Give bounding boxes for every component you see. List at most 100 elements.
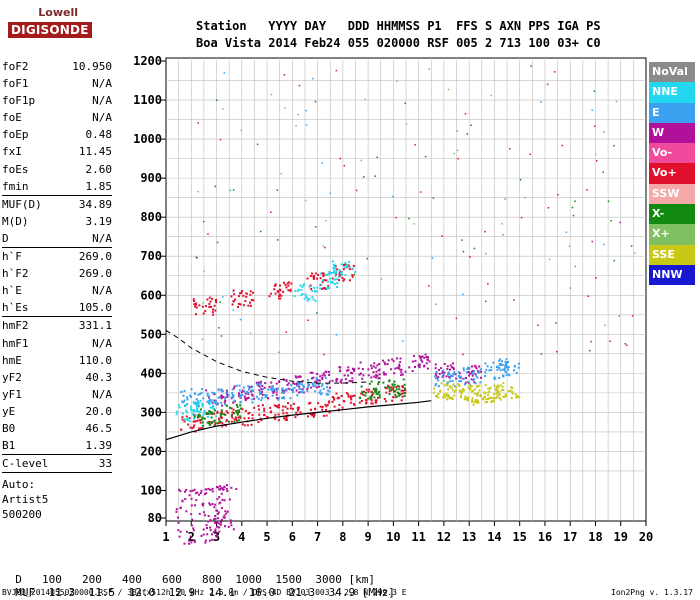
echo-point: [181, 416, 184, 419]
noise-point: [509, 148, 511, 150]
echo-point: [346, 265, 349, 268]
echo-point: [496, 388, 499, 391]
noise-point: [405, 122, 408, 125]
echo-point: [478, 384, 481, 387]
echo-point: [181, 500, 184, 503]
echo-point: [271, 387, 274, 390]
echo-point: [265, 394, 268, 397]
echo-point: [192, 527, 195, 530]
echo-point: [349, 371, 352, 374]
noise-point: [607, 200, 610, 203]
echo-point: [426, 367, 429, 370]
param-name: fxI: [2, 145, 22, 159]
param-value: N/A: [92, 336, 112, 350]
echo-point: [192, 413, 195, 416]
echo-point: [258, 385, 261, 388]
echo-point: [242, 294, 245, 297]
echo-point: [437, 396, 440, 399]
noise-point: [561, 144, 563, 147]
echo-point: [371, 394, 374, 397]
echo-point: [299, 382, 302, 385]
echo-point: [343, 263, 346, 266]
echo-point: [443, 371, 446, 374]
echo-point: [238, 411, 241, 414]
noise-point: [197, 122, 200, 124]
echo-point: [297, 288, 300, 291]
echo-point: [211, 533, 214, 536]
echo-point: [447, 395, 450, 398]
param-separator: [2, 247, 112, 249]
echo-point: [471, 365, 474, 368]
noise-point: [276, 239, 279, 241]
echo-point: [193, 541, 196, 544]
noise-point: [615, 100, 618, 103]
echo-point: [214, 515, 217, 518]
echo-point: [450, 397, 453, 400]
echo-point: [231, 413, 234, 416]
echo-point: [469, 388, 472, 391]
echo-point: [267, 388, 270, 391]
echo-point: [251, 401, 254, 404]
echo-point: [507, 373, 510, 376]
echo-point: [190, 409, 193, 412]
echo-point: [469, 386, 472, 389]
echo-point: [490, 368, 493, 371]
echo-point: [251, 394, 254, 397]
echo-point: [335, 392, 338, 395]
echo-point: [185, 403, 188, 406]
electron-density-profile: [165, 400, 432, 441]
echo-point: [340, 271, 343, 274]
echo-point: [213, 399, 216, 402]
echo-point: [382, 371, 385, 374]
echo-point: [442, 372, 445, 375]
param-value: 110.0: [78, 353, 112, 367]
echo-point: [496, 368, 499, 371]
echo-point: [375, 392, 378, 395]
echo-point: [474, 365, 477, 368]
muf-value: 14.1: [208, 586, 236, 599]
echo-point: [235, 384, 238, 387]
echo-point: [231, 411, 234, 414]
echo-point: [413, 354, 416, 357]
echo-point: [199, 399, 202, 402]
param-value: N/A: [92, 94, 112, 108]
echo-point: [220, 401, 223, 404]
noise-point: [232, 309, 235, 311]
echo-point: [375, 376, 378, 379]
echo-point: [186, 411, 189, 414]
noise-point: [447, 88, 450, 91]
echo-point: [183, 490, 186, 493]
echo-point: [296, 394, 299, 397]
echo-point: [306, 277, 309, 280]
param-row: hmE 110.0: [2, 352, 112, 369]
echo-point: [496, 396, 499, 399]
echo-point: [189, 490, 192, 493]
echo-point: [454, 386, 457, 389]
echo-point: [396, 395, 399, 398]
echo-point: [343, 278, 346, 281]
echo-point: [219, 501, 222, 504]
echo-point: [243, 424, 246, 427]
echo-point: [292, 390, 295, 393]
noise-point: [490, 94, 492, 97]
echo-point: [402, 392, 405, 395]
echo-point: [218, 526, 221, 529]
echo-point: [211, 490, 214, 493]
noise-point: [259, 230, 262, 233]
echo-point: [282, 405, 285, 408]
echo-point: [493, 384, 496, 387]
param-row: MUF(D) 34.89: [2, 196, 112, 213]
echo-point: [230, 524, 233, 527]
echo-point: [223, 514, 226, 517]
echo-point: [212, 308, 215, 311]
echo-point: [217, 389, 220, 392]
echo-point: [343, 374, 346, 377]
echo-point: [458, 389, 461, 392]
echo-point: [209, 519, 212, 522]
noise-point: [466, 133, 469, 135]
echo-point: [348, 266, 351, 269]
echo-point: [238, 396, 241, 399]
echo-point: [274, 292, 277, 295]
echo-point: [501, 364, 504, 367]
echo-point: [328, 380, 331, 383]
